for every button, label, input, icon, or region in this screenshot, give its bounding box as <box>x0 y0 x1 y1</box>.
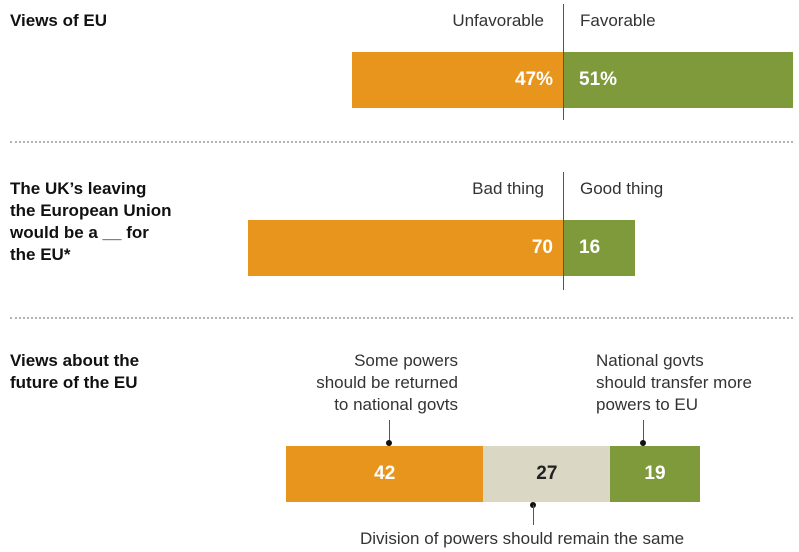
chart3-value-transfer: 19 <box>644 463 666 484</box>
chart1-value-unfavorable: 47% <box>514 69 553 90</box>
chart3-annotation-returned-line-2: should be returned <box>316 373 458 392</box>
chart1-title: Views of EU <box>10 10 107 32</box>
chart2-title-line-2: the European Union <box>10 201 172 220</box>
chart2-value-bad: 70 <box>531 237 553 258</box>
chart3-bar-transfer <box>610 446 700 502</box>
chart3-leader-dot-transfer <box>640 440 646 446</box>
chart3-value-remain: 27 <box>536 463 558 484</box>
chart3-title-line-2: future of the EU <box>10 373 138 392</box>
chart3-value-returned: 42 <box>374 463 396 484</box>
chart2-zero-line <box>563 172 564 290</box>
chart2-header-good: Good thing <box>580 179 664 198</box>
chart3-annotation-remain: Division of powers should remain the sam… <box>360 529 685 548</box>
chart1-bar-favorable <box>563 52 793 108</box>
chart1-header-unfavorable: Unfavorable <box>452 11 544 30</box>
chart2-title-line-3: would be a __ for <box>10 223 149 242</box>
chart3-bar-remain <box>483 446 611 502</box>
chart3-annotation-returned-line-1: Some powers <box>354 351 458 370</box>
chart3-title: Views about the future of the EU <box>10 350 139 394</box>
chart3-annotation-returned: Some powers should be returned to nation… <box>278 350 458 416</box>
chart3-leader-transfer <box>643 420 644 446</box>
chart1-title-text: Views of EU <box>10 11 107 30</box>
chart1-header-favorable: Favorable <box>580 11 656 30</box>
separator-2 <box>10 317 793 319</box>
chart2-value-good: 16 <box>579 237 601 258</box>
chart1-zero-line <box>563 4 564 120</box>
separator-1 <box>10 141 793 143</box>
chart1-bar-unfavorable <box>351 52 563 108</box>
chart3-annotation-transfer: National govts should transfer more powe… <box>596 350 796 416</box>
chart2-title-line-4: the EU* <box>10 245 71 264</box>
chart3-leader-remain <box>533 505 534 525</box>
chart3-bar-returned <box>286 446 484 502</box>
chart2-title-line-1: The UK’s leaving <box>10 179 147 198</box>
chart2-header-bad: Bad thing <box>472 179 544 198</box>
chart3-title-line-1: Views about the <box>10 351 140 370</box>
chart3-leader-dot-returned <box>386 440 392 446</box>
chart2-title: The UK’s leaving the European Union woul… <box>10 178 172 266</box>
chart3-annotation-transfer-line-3: powers to EU <box>596 395 699 414</box>
chart3-annotation-transfer-line-1: National govts <box>596 351 704 370</box>
chart3-leader-returned <box>389 420 390 446</box>
chart3-annotation-transfer-line-2: should transfer more <box>596 373 752 392</box>
chart3-annotation-returned-line-3: to national govts <box>334 395 458 414</box>
chart2-bar-bad <box>248 220 563 276</box>
chart1-value-favorable: 51% <box>579 69 618 90</box>
chart2-bar-good <box>563 220 635 276</box>
